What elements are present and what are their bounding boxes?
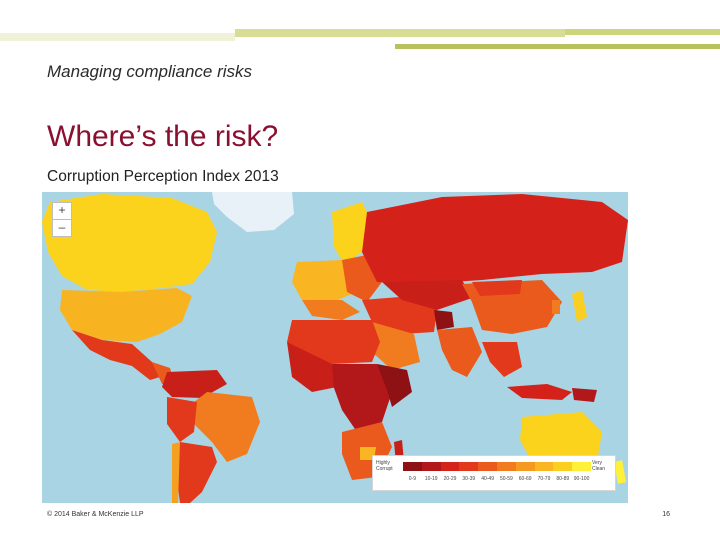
- legend-tick: 50-59: [499, 476, 513, 482]
- legend-right-label: Very Clean: [592, 460, 606, 472]
- legend-tick: 30-39: [462, 476, 476, 482]
- header-band-light: [0, 33, 235, 41]
- legend-swatch: [496, 462, 516, 471]
- legend-tick: 90-100: [573, 476, 590, 482]
- world-map-graphic: [42, 192, 628, 503]
- mongolia: [472, 280, 522, 296]
- legend-tick: 70-79: [537, 476, 551, 482]
- page-number: 16: [662, 511, 670, 518]
- southeast-asia: [482, 342, 522, 377]
- legend-swatch: [459, 462, 479, 471]
- scandinavia: [332, 202, 372, 264]
- legend-tick: 40-49: [481, 476, 494, 482]
- legend-swatch: [421, 462, 441, 471]
- legend-tick: 80-89: [556, 476, 570, 482]
- indonesia: [507, 384, 572, 400]
- legend-tick: 0-9: [408, 476, 417, 482]
- east-africa: [377, 364, 412, 407]
- legend-tick: 60-69: [518, 476, 532, 482]
- map-heading: Corruption Perception Index 2013: [47, 168, 279, 185]
- japan: [572, 290, 587, 322]
- zoom-out-button[interactable]: –: [52, 219, 72, 237]
- header-band-dark: [395, 44, 720, 49]
- page-title: Where’s the risk?: [47, 120, 279, 153]
- legend-swatch: [440, 462, 460, 471]
- legend-swatch: [572, 462, 591, 471]
- zoom-in-button[interactable]: +: [52, 202, 72, 220]
- legend-swatch: [534, 462, 554, 471]
- legend-ticks: 0-9 10-19 20-29 30-39 40-49 50-59 60-69 …: [403, 476, 591, 482]
- legend-swatch: [515, 462, 535, 471]
- legend-left-label: Highly Corrupt: [376, 460, 393, 472]
- central-africa: [332, 364, 392, 432]
- world-map[interactable]: [42, 192, 628, 503]
- legend-swatch: [553, 462, 573, 471]
- southern-europe: [302, 300, 360, 320]
- header-band-accent: [565, 29, 720, 35]
- korea: [552, 300, 560, 314]
- west-africa: [287, 342, 337, 392]
- header-band-mid: [235, 29, 565, 37]
- venezuela-colombia: [162, 370, 227, 398]
- legend-color-scale: [403, 462, 591, 471]
- india: [437, 327, 482, 377]
- map-legend: Highly Corrupt Very Clean 0-9 10-19 20-2…: [372, 455, 616, 491]
- legend-tick: 10-19: [424, 476, 438, 482]
- usa: [60, 288, 192, 342]
- saudi-arabia: [372, 322, 420, 370]
- new-zealand: [614, 460, 626, 484]
- russia: [362, 194, 628, 284]
- legend-swatch: [403, 462, 422, 471]
- greenland: [212, 192, 294, 232]
- north-africa: [287, 320, 380, 364]
- afghanistan: [434, 310, 454, 330]
- mexico: [72, 330, 160, 380]
- canada: [42, 194, 217, 292]
- kazakhstan: [382, 280, 472, 310]
- legend-swatch: [478, 462, 497, 471]
- legend-tick: 20-29: [443, 476, 457, 482]
- chile-strip: [172, 442, 180, 503]
- papua: [572, 388, 597, 402]
- argentina-chile: [176, 442, 217, 503]
- peru-bolivia: [167, 397, 197, 442]
- copyright-notice: © 2014 Baker & McKenzie LLP: [47, 511, 144, 518]
- brazil: [192, 392, 260, 462]
- section-subtitle: Managing compliance risks: [47, 62, 253, 81]
